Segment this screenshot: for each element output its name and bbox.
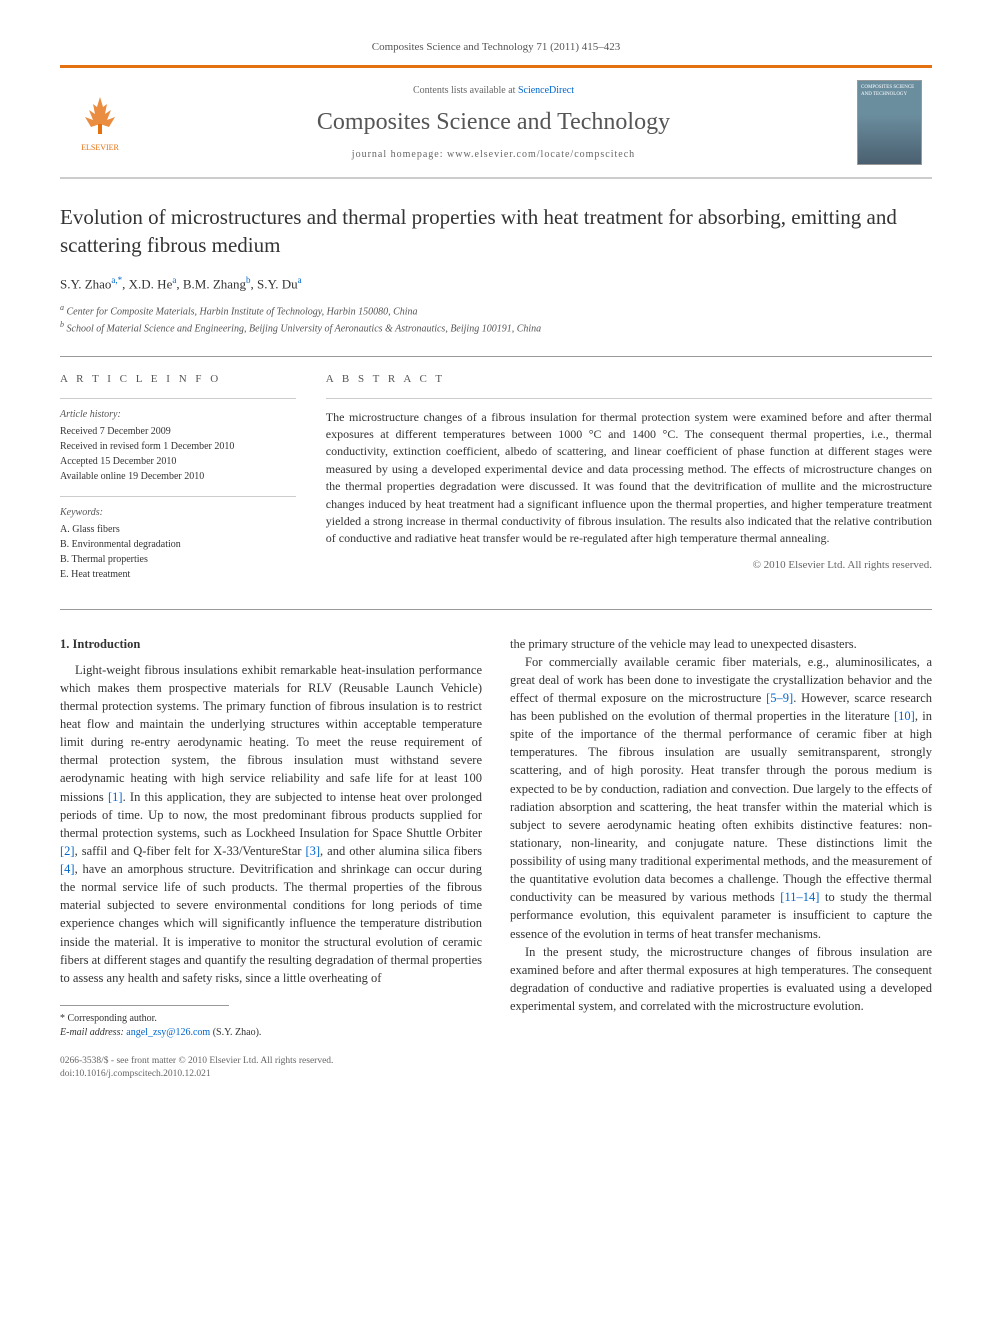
body-text-run: , in spite of the importance of the ther… (510, 709, 932, 904)
column-left: 1. Introduction Light-weight fibrous ins… (60, 635, 482, 1082)
article-title: Evolution of microstructures and thermal… (60, 204, 932, 259)
abstract-column: A B S T R A C T The microstructure chang… (326, 372, 932, 593)
homepage-url[interactable]: www.elsevier.com/locate/compscitech (447, 149, 635, 160)
abstract-text: The microstructure changes of a fibrous … (326, 409, 932, 548)
corresponding-author-footnote: * Corresponding author. E-mail address: … (60, 1012, 482, 1040)
sciencedirect-link[interactable]: ScienceDirect (518, 85, 574, 96)
history-label: Article history: (60, 407, 296, 422)
citation-link[interactable]: [11–14] (780, 890, 819, 904)
affil-a-sup: a (60, 303, 64, 312)
body-text-run: , have an amorphous structure. Devitrifi… (60, 862, 482, 985)
citation-link[interactable]: [4] (60, 862, 75, 876)
body-text: 1. Introduction Light-weight fibrous ins… (60, 635, 932, 1082)
keywords-block: Keywords: A. Glass fibers B. Environment… (60, 505, 296, 582)
keyword: E. Heat treatment (60, 567, 296, 582)
email-author-name: (S.Y. Zhao). (210, 1027, 261, 1038)
email-label: E-mail address: (60, 1027, 126, 1038)
author-4: , S.Y. Du (251, 276, 298, 291)
paragraph: In the present study, the microstructure… (510, 943, 932, 1016)
affil-a-text: Center for Composite Materials, Harbin I… (67, 306, 418, 317)
author-3: , B.M. Zhang (176, 276, 246, 291)
doi-line: doi:10.1016/j.compscitech.2010.12.021 (60, 1068, 482, 1081)
corresponding-label: * Corresponding author. (60, 1012, 482, 1026)
affiliation-a: a Center for Composite Materials, Harbin… (60, 302, 932, 319)
online-date: Available online 19 December 2010 (60, 469, 296, 484)
journal-reference: Composites Science and Technology 71 (20… (60, 40, 932, 55)
author-4-affil: a (298, 275, 302, 285)
contents-list-line: Contents lists available at ScienceDirec… (145, 84, 842, 98)
accepted-date: Accepted 15 December 2010 (60, 454, 296, 469)
body-text-run: , and other alumina silica fibers (320, 844, 482, 858)
article-info-column: A R T I C L E I N F O Article history: R… (60, 372, 296, 593)
publisher-logo: ELSEVIER (70, 88, 130, 158)
abstract-heading: A B S T R A C T (326, 372, 932, 387)
section-1-heading: 1. Introduction (60, 635, 482, 653)
affiliation-b: b School of Material Science and Enginee… (60, 319, 932, 336)
keywords-label: Keywords: (60, 505, 296, 520)
keyword: A. Glass fibers (60, 522, 296, 537)
homepage-prefix: journal homepage: (352, 149, 447, 160)
elsevier-tree-icon (75, 92, 125, 142)
author-1-affil: a,* (111, 275, 122, 285)
affiliations: a Center for Composite Materials, Harbin… (60, 302, 932, 337)
body-text-run: , saffil and Q-fiber felt for X-33/Ventu… (75, 844, 306, 858)
cover-text: COMPOSITES SCIENCE AND TECHNOLOGY (861, 84, 918, 98)
keyword: B. Thermal properties (60, 552, 296, 567)
author-2: , X.D. He (122, 276, 172, 291)
revised-date: Received in revised form 1 December 2010 (60, 439, 296, 454)
header-center: Contents lists available at ScienceDirec… (145, 84, 842, 162)
body-text-run: . In this application, they are subjecte… (60, 790, 482, 840)
authors-line: S.Y. Zhaoa,*, X.D. Hea, B.M. Zhangb, S.Y… (60, 274, 932, 294)
paragraph: For commercially available ceramic fiber… (510, 653, 932, 943)
received-date: Received 7 December 2009 (60, 424, 296, 439)
author-1: S.Y. Zhao (60, 276, 111, 291)
affil-b-sup: b (60, 320, 64, 329)
front-matter-info: 0266-3538/$ - see front matter © 2010 El… (60, 1055, 482, 1082)
issn-copyright: 0266-3538/$ - see front matter © 2010 El… (60, 1055, 482, 1068)
journal-homepage: journal homepage: www.elsevier.com/locat… (145, 148, 842, 162)
article-info-heading: A R T I C L E I N F O (60, 372, 296, 387)
citation-link[interactable]: [1] (108, 790, 123, 804)
citation-link[interactable]: [2] (60, 844, 75, 858)
keyword: B. Environmental degradation (60, 537, 296, 552)
publisher-name: ELSEVIER (81, 142, 119, 153)
article-history: Article history: Received 7 December 200… (60, 407, 296, 484)
paragraph: Light-weight fibrous insulations exhibit… (60, 661, 482, 987)
journal-name: Composites Science and Technology (145, 106, 842, 140)
affil-b-text: School of Material Science and Engineeri… (67, 323, 542, 334)
citation-link[interactable]: [5–9] (766, 691, 793, 705)
contents-prefix: Contents lists available at (413, 85, 518, 96)
journal-header: ELSEVIER Contents lists available at Sci… (60, 65, 932, 179)
email-line: E-mail address: angel_zsy@126.com (S.Y. … (60, 1026, 482, 1040)
paragraph: the primary structure of the vehicle may… (510, 635, 932, 653)
journal-cover-thumbnail: COMPOSITES SCIENCE AND TECHNOLOGY (857, 80, 922, 165)
footnote-separator (60, 1005, 229, 1006)
body-text-run: Light-weight fibrous insulations exhibit… (60, 663, 482, 804)
citation-link[interactable]: [10] (894, 709, 915, 723)
abstract-copyright: © 2010 Elsevier Ltd. All rights reserved… (326, 558, 932, 573)
column-right: the primary structure of the vehicle may… (510, 635, 932, 1082)
email-link[interactable]: angel_zsy@126.com (126, 1027, 210, 1038)
citation-link[interactable]: [3] (305, 844, 320, 858)
info-abstract-section: A R T I C L E I N F O Article history: R… (60, 356, 932, 609)
